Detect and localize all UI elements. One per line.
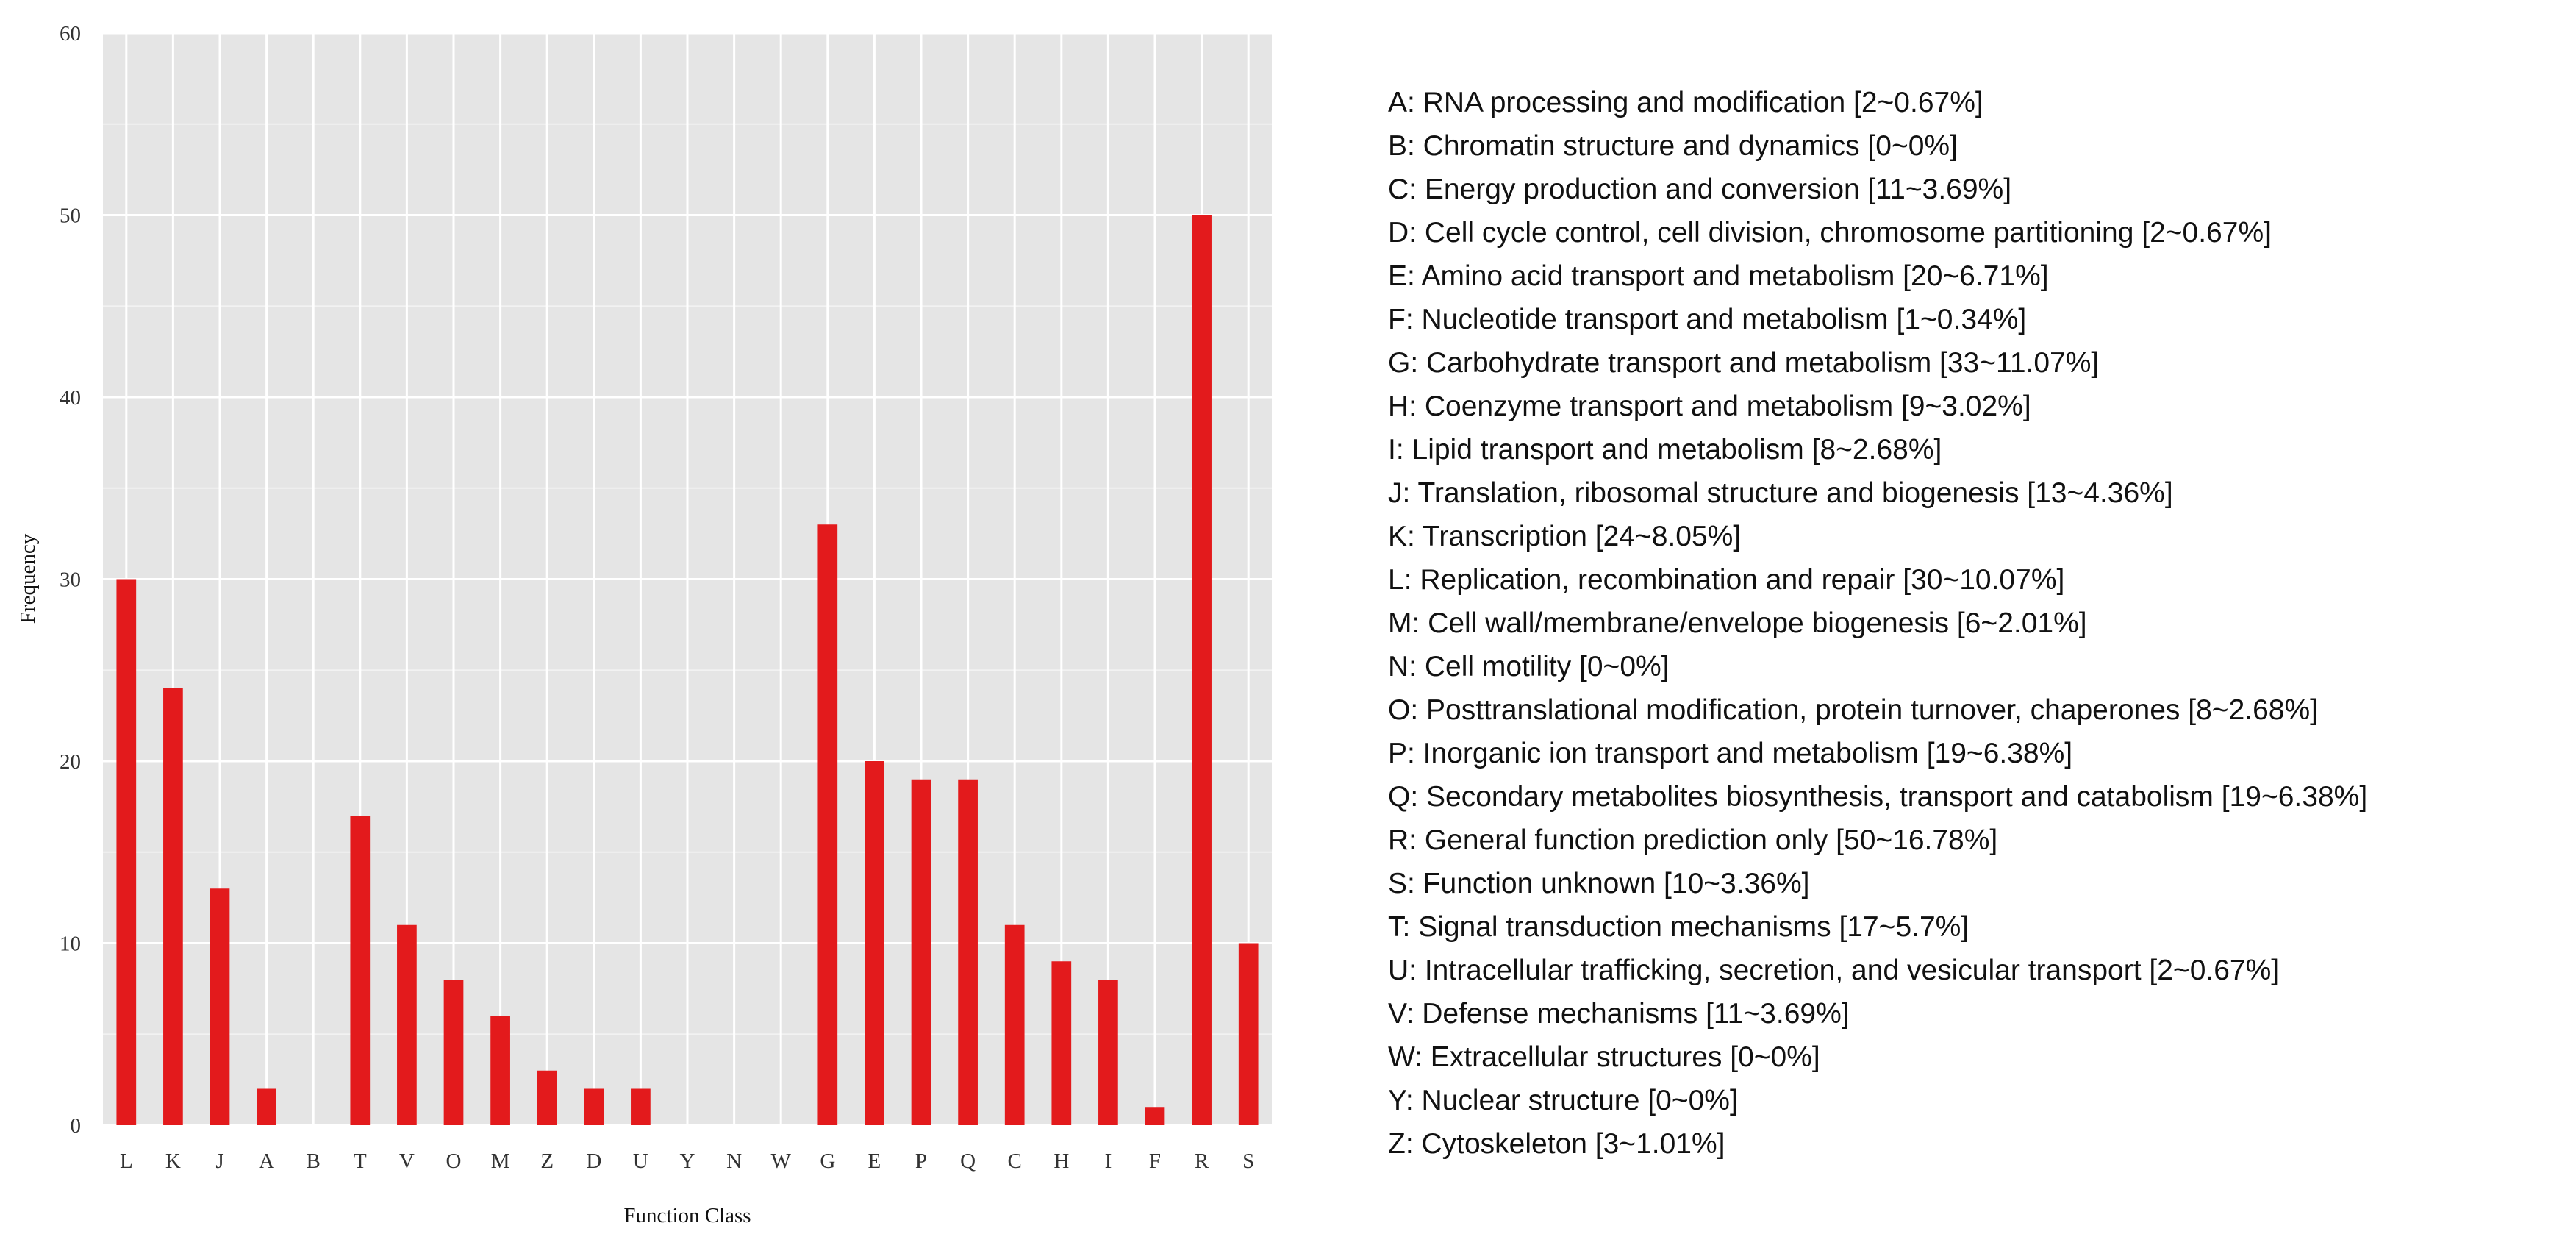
x-tick-label-A: A — [259, 1149, 274, 1173]
bar-L — [116, 579, 137, 1125]
legend-item: I: Lipid transport and metabolism [8~2.6… — [1388, 434, 1942, 466]
legend-item: F: Nucleotide transport and metabolism [… — [1388, 304, 2027, 335]
x-tick-label-O: O — [446, 1149, 462, 1173]
legend-item: K: Transcription [24~8.05%] — [1388, 521, 1742, 552]
legend-item: Y: Nuclear structure [0~0%] — [1388, 1085, 1738, 1116]
bar-M — [490, 1016, 510, 1125]
x-tick-label-K: K — [165, 1149, 181, 1173]
legend-item: W: Extracellular structures [0~0%] — [1388, 1041, 1820, 1073]
legend-item: E: Amino acid transport and metabolism [… — [1388, 260, 2049, 292]
bar-P — [911, 779, 931, 1125]
x-tick-label-H: H — [1053, 1149, 1069, 1173]
x-tick-label-W: W — [771, 1149, 792, 1173]
y-tick-label: 30 — [60, 568, 81, 592]
bar-Z — [537, 1070, 557, 1125]
legend-item: N: Cell motility [0~0%] — [1388, 651, 1670, 682]
y-tick-label: 0 — [71, 1114, 82, 1138]
bar-U — [631, 1088, 651, 1125]
x-tick-label-L: L — [120, 1149, 133, 1173]
y-tick-label: 40 — [60, 386, 81, 410]
bar-C — [1004, 924, 1025, 1125]
legend-item: B: Chromatin structure and dynamics [0~0… — [1388, 130, 1958, 162]
x-tick-label-G: G — [820, 1149, 835, 1173]
legend-item: M: Cell wall/membrane/envelope biogenesi… — [1388, 607, 2087, 639]
legend-item: U: Intracellular trafficking, secretion,… — [1388, 955, 2280, 986]
legend-item: J: Translation, ribosomal structure and … — [1388, 477, 2173, 509]
x-tick-label-Z: Z — [540, 1149, 554, 1173]
y-tick-labels: 0 10 20 30 40 50 60 — [60, 22, 81, 1138]
legend-item: T: Signal transduction mechanisms [17~5.… — [1388, 911, 1969, 943]
x-tick-label-S: S — [1242, 1149, 1254, 1173]
legend-item: H: Coenzyme transport and metabolism [9~… — [1388, 391, 2031, 422]
legend-item: Q: Secondary metabolites biosynthesis, t… — [1388, 781, 2368, 813]
x-tick-label-I: I — [1105, 1149, 1112, 1173]
bar-H — [1051, 961, 1072, 1125]
legend-item: G: Carbohydrate transport and metabolism… — [1388, 347, 2100, 379]
bar-R — [1192, 215, 1212, 1125]
bar-Q — [958, 779, 978, 1125]
legend-item: C: Energy production and conversion [11~… — [1388, 174, 2012, 205]
x-tick-label-Q: Q — [960, 1149, 976, 1173]
legend: A: RNA processing and modification [2~0.… — [1388, 81, 2367, 1166]
x-tick-label-C: C — [1008, 1149, 1022, 1173]
legend-item: A: RNA processing and modification [2~0.… — [1388, 87, 1983, 118]
y-tick-label: 10 — [60, 933, 81, 956]
x-tick-label-E: E — [868, 1149, 881, 1173]
x-tick-label-U: U — [633, 1149, 648, 1173]
x-tick-label-M: M — [491, 1149, 510, 1173]
legend-item: V: Defense mechanisms [11~3.69%] — [1388, 998, 1850, 1030]
bar-D — [584, 1088, 604, 1125]
bars — [116, 215, 1259, 1125]
legend-item: P: Inorganic ion transport and metabolis… — [1388, 738, 2073, 769]
x-tick-label-P: P — [915, 1149, 927, 1173]
x-tick-label-R: R — [1195, 1149, 1209, 1173]
bar-G — [817, 524, 838, 1125]
bar-F — [1145, 1107, 1165, 1125]
bar-V — [397, 924, 417, 1125]
y-axis-title: Frequency — [16, 533, 40, 624]
bar-E — [865, 761, 884, 1125]
x-tick-label-Y: Y — [680, 1149, 695, 1173]
legend-item: D: Cell cycle control, cell division, ch… — [1388, 217, 2272, 249]
y-tick-label: 60 — [60, 22, 81, 46]
legend-item: Z: Cytoskeleton [3~1.01%] — [1388, 1128, 1725, 1160]
bar-O — [443, 980, 464, 1125]
legend-item: O: Posttranslational modification, prote… — [1388, 694, 2318, 726]
bar-A — [257, 1088, 276, 1125]
bar-J — [210, 888, 230, 1125]
bar-K — [163, 688, 183, 1125]
x-tick-label-V: V — [399, 1149, 415, 1173]
y-tick-label: 20 — [60, 750, 81, 774]
x-tick-label-B: B — [307, 1149, 321, 1173]
x-tick-label-F: F — [1149, 1149, 1161, 1173]
legend-item: R: General function prediction only [50~… — [1388, 824, 1998, 856]
bar-S — [1238, 943, 1259, 1125]
legend-item: L: Replication, recombination and repair… — [1388, 564, 2065, 596]
bar-I — [1098, 980, 1118, 1125]
x-tick-label-D: D — [586, 1149, 601, 1173]
x-tick-label-J: J — [215, 1149, 223, 1173]
x-axis-title: Function Class — [623, 1204, 751, 1227]
legend-item: S: Function unknown [10~3.36%] — [1388, 868, 1810, 899]
bar-T — [350, 816, 371, 1125]
x-tick-label-T: T — [354, 1149, 367, 1173]
x-tick-label-N: N — [726, 1149, 742, 1173]
y-tick-label: 50 — [60, 204, 81, 228]
